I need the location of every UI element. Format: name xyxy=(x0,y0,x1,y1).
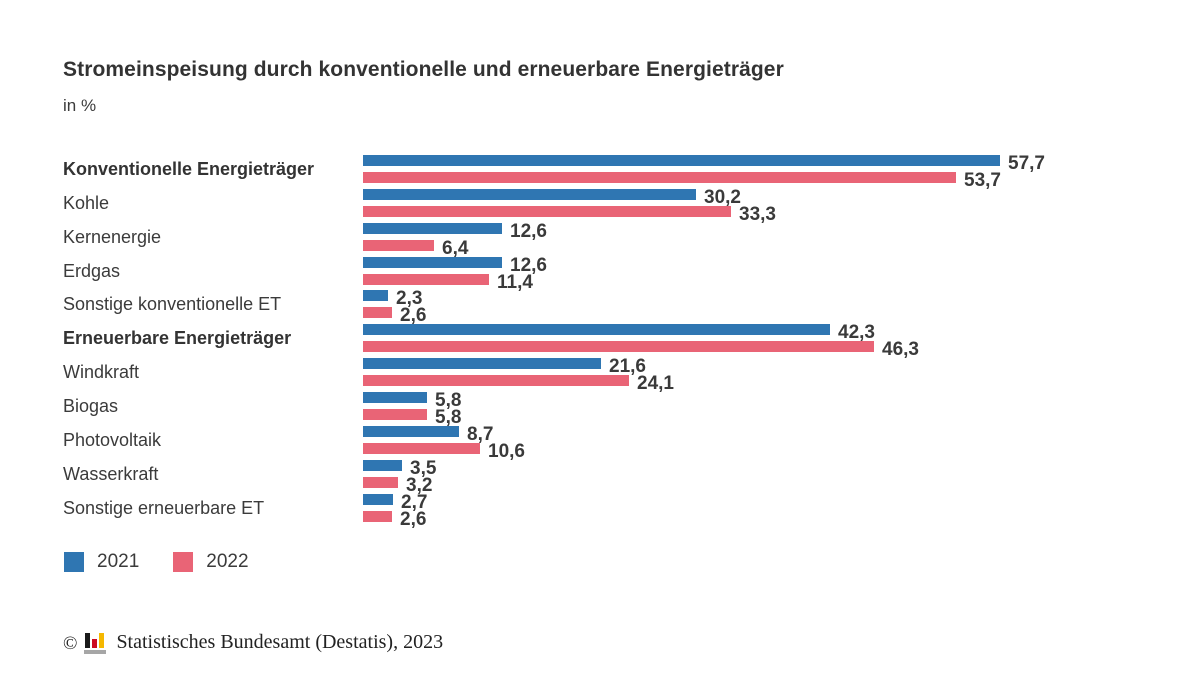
legend-swatch-2022 xyxy=(173,552,194,572)
value-label: 42,3 xyxy=(838,322,875,343)
bar-2021 xyxy=(363,426,459,437)
category-label: Erdgas xyxy=(63,260,121,281)
legend-item-2021: 2021 xyxy=(64,551,139,573)
bar-2022 xyxy=(363,341,874,352)
bar-2021 xyxy=(363,392,427,403)
unit-label: in % xyxy=(63,96,97,115)
category-label: Windkraft xyxy=(63,361,140,382)
destatis-logo-icon xyxy=(84,633,107,654)
chart-row: Erdgas 12,6 11,4 xyxy=(63,255,1173,293)
value-label: 6,4 xyxy=(442,238,469,259)
bar-2022 xyxy=(363,307,392,318)
bar-2021 xyxy=(363,460,402,471)
value-label: 24,1 xyxy=(637,373,674,394)
value-label: 10,6 xyxy=(488,441,525,462)
value-label: 46,3 xyxy=(882,339,919,360)
value-label: 30,2 xyxy=(704,187,741,208)
bar-group: 57,7 53,7 xyxy=(363,153,1173,191)
value-label: 57,7 xyxy=(1008,153,1045,174)
value-label: 2,6 xyxy=(400,305,427,326)
category-label: Wasserkraft xyxy=(63,463,159,484)
value-label: 2,7 xyxy=(401,492,428,513)
value-label: 2,3 xyxy=(396,288,423,309)
bar-2022 xyxy=(363,443,480,454)
bar-group: 3,5 3,2 xyxy=(363,458,1173,496)
value-label: 33,3 xyxy=(739,204,776,225)
chart-row: Biogas 5,8 5,8 xyxy=(63,390,1173,428)
category-label: Sonstige konventionelle ET xyxy=(63,293,282,314)
bar-2021 xyxy=(363,290,388,301)
bar-group: 21,6 24,1 xyxy=(363,356,1173,394)
legend-label: 2021 xyxy=(97,551,140,572)
chart-row: Windkraft 21,6 24,1 xyxy=(63,356,1173,394)
value-label: 5,8 xyxy=(435,407,462,428)
bar-2021 xyxy=(363,257,502,268)
chart-row: Wasserkraft 3,5 3,2 xyxy=(63,458,1173,496)
chart-row: Erneuerbare Energieträger 42,3 46,3 xyxy=(63,322,1173,360)
bar-group: 42,3 46,3 xyxy=(363,322,1173,360)
bar-2022 xyxy=(363,477,398,488)
bar-2021 xyxy=(363,358,601,369)
bar-2021 xyxy=(363,189,696,200)
category-label: Sonstige erneuerbare ET xyxy=(63,497,265,518)
chart-row: Photovoltaik 8,7 10,6 xyxy=(63,424,1173,462)
bar-2021 xyxy=(363,223,502,234)
chart-row: Konventionelle Energieträger 57,7 53,7 xyxy=(63,153,1173,191)
bar-group: 5,8 5,8 xyxy=(363,390,1173,428)
source-attribution: © Statistisches Bundesamt (Destatis), 20… xyxy=(63,631,443,654)
value-label: 2,6 xyxy=(400,509,427,530)
value-label: 8,7 xyxy=(467,424,494,445)
legend-item-2022: 2022 xyxy=(173,551,249,573)
source-text: Statistisches Bundesamt (Destatis), 2023 xyxy=(116,631,444,653)
category-label: Biogas xyxy=(63,395,119,416)
value-label: 3,5 xyxy=(410,458,437,479)
category-label: Kernenergie xyxy=(63,226,162,247)
chart-row: Sonstige erneuerbare ET 2,7 2,6 xyxy=(63,492,1173,530)
category-label: Photovoltaik xyxy=(63,429,162,450)
copyright-icon: © xyxy=(63,632,78,654)
bar-group: 2,7 2,6 xyxy=(363,492,1173,530)
bar-2022 xyxy=(363,375,629,386)
value-label: 11,4 xyxy=(497,272,533,293)
value-label: 3,2 xyxy=(406,475,433,496)
legend: 2021 2022 xyxy=(64,551,249,573)
bar-group: 12,6 6,4 xyxy=(363,221,1173,259)
bar-2022 xyxy=(363,274,489,285)
bar-group: 8,7 10,6 xyxy=(363,424,1173,462)
bar-group: 2,3 2,6 xyxy=(363,288,1173,326)
bar-2021 xyxy=(363,494,393,505)
legend-label: 2022 xyxy=(206,551,249,572)
legend-swatch-2021 xyxy=(64,552,84,572)
value-label: 12,6 xyxy=(510,255,547,276)
category-label: Konventionelle Energieträger xyxy=(63,158,315,179)
bar-2022 xyxy=(363,206,731,217)
bar-group: 12,6 11,4 xyxy=(363,255,1173,293)
page-title: Stromeinspeisung durch konventionelle un… xyxy=(63,58,784,81)
category-label: Kohle xyxy=(63,192,110,213)
bar-2022 xyxy=(363,511,392,522)
bar-2022 xyxy=(363,172,956,183)
category-label: Erneuerbare Energieträger xyxy=(63,327,292,348)
bar-2022 xyxy=(363,240,434,251)
bar-2021 xyxy=(363,324,830,335)
value-label: 53,7 xyxy=(964,170,1001,191)
bar-2021 xyxy=(363,155,1000,166)
chart-row: Kohle 30,2 33,3 xyxy=(63,187,1173,225)
value-label: 21,6 xyxy=(609,356,646,377)
bar-chart: Konventionelle Energieträger 57,7 53,7 Kohl… xyxy=(63,153,1173,530)
bar-group: 30,2 33,3 xyxy=(363,187,1173,225)
chart-row: Sonstige konventionelle ET 2,3 2,6 xyxy=(63,288,1173,326)
chart-row: Kernenergie 12,6 6,4 xyxy=(63,221,1173,259)
value-label: 12,6 xyxy=(510,221,547,242)
bar-2022 xyxy=(363,409,427,420)
value-label: 5,8 xyxy=(435,390,462,411)
